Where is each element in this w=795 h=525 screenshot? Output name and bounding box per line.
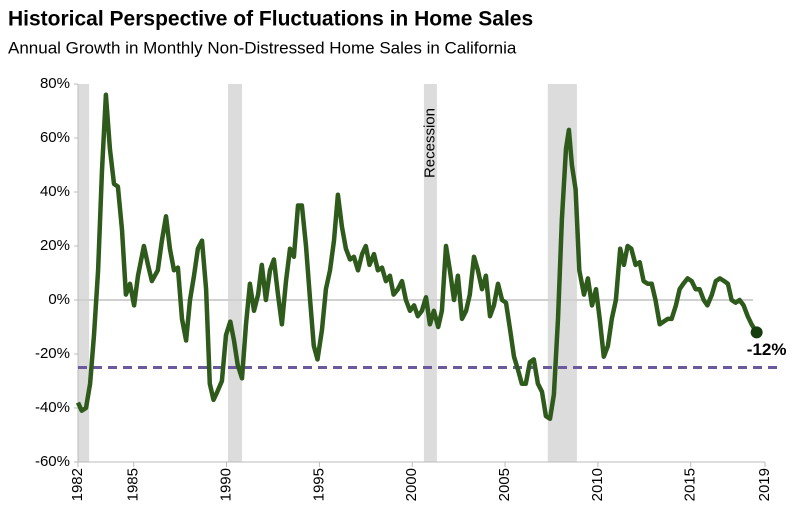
recession-band (78, 84, 90, 462)
x-tick-label: 2000 (403, 468, 420, 501)
y-tick-label: -40% (35, 399, 70, 416)
y-tick-label: 80% (40, 75, 70, 92)
x-tick-label: 2015 (682, 468, 699, 501)
y-tick-label: 20% (40, 237, 70, 254)
y-tick-label: 60% (40, 129, 70, 146)
recession-label: Recession (421, 108, 438, 178)
x-tick-label: 1990 (218, 468, 235, 501)
y-tick-label: 40% (40, 183, 70, 200)
x-tick-label: 1995 (310, 468, 327, 501)
x-tick-label: 2010 (589, 468, 606, 501)
end-label: -12% (747, 340, 787, 359)
y-tick-label: 0% (48, 291, 70, 308)
y-tick-label: -20% (35, 345, 70, 362)
end-point (750, 326, 763, 339)
x-tick-label: 2019 (756, 468, 773, 501)
x-tick-label: 1982 (69, 468, 86, 501)
chart-title: Historical Perspective of Fluctuations i… (8, 8, 533, 31)
y-tick-label: -60% (35, 453, 70, 470)
chart-subtitle: Annual Growth in Monthly Non-Distressed … (8, 38, 517, 57)
data-line (75, 92, 759, 422)
x-tick-label: 1985 (125, 468, 142, 501)
x-tick-label: 2005 (496, 468, 513, 501)
recession-band (228, 84, 242, 462)
